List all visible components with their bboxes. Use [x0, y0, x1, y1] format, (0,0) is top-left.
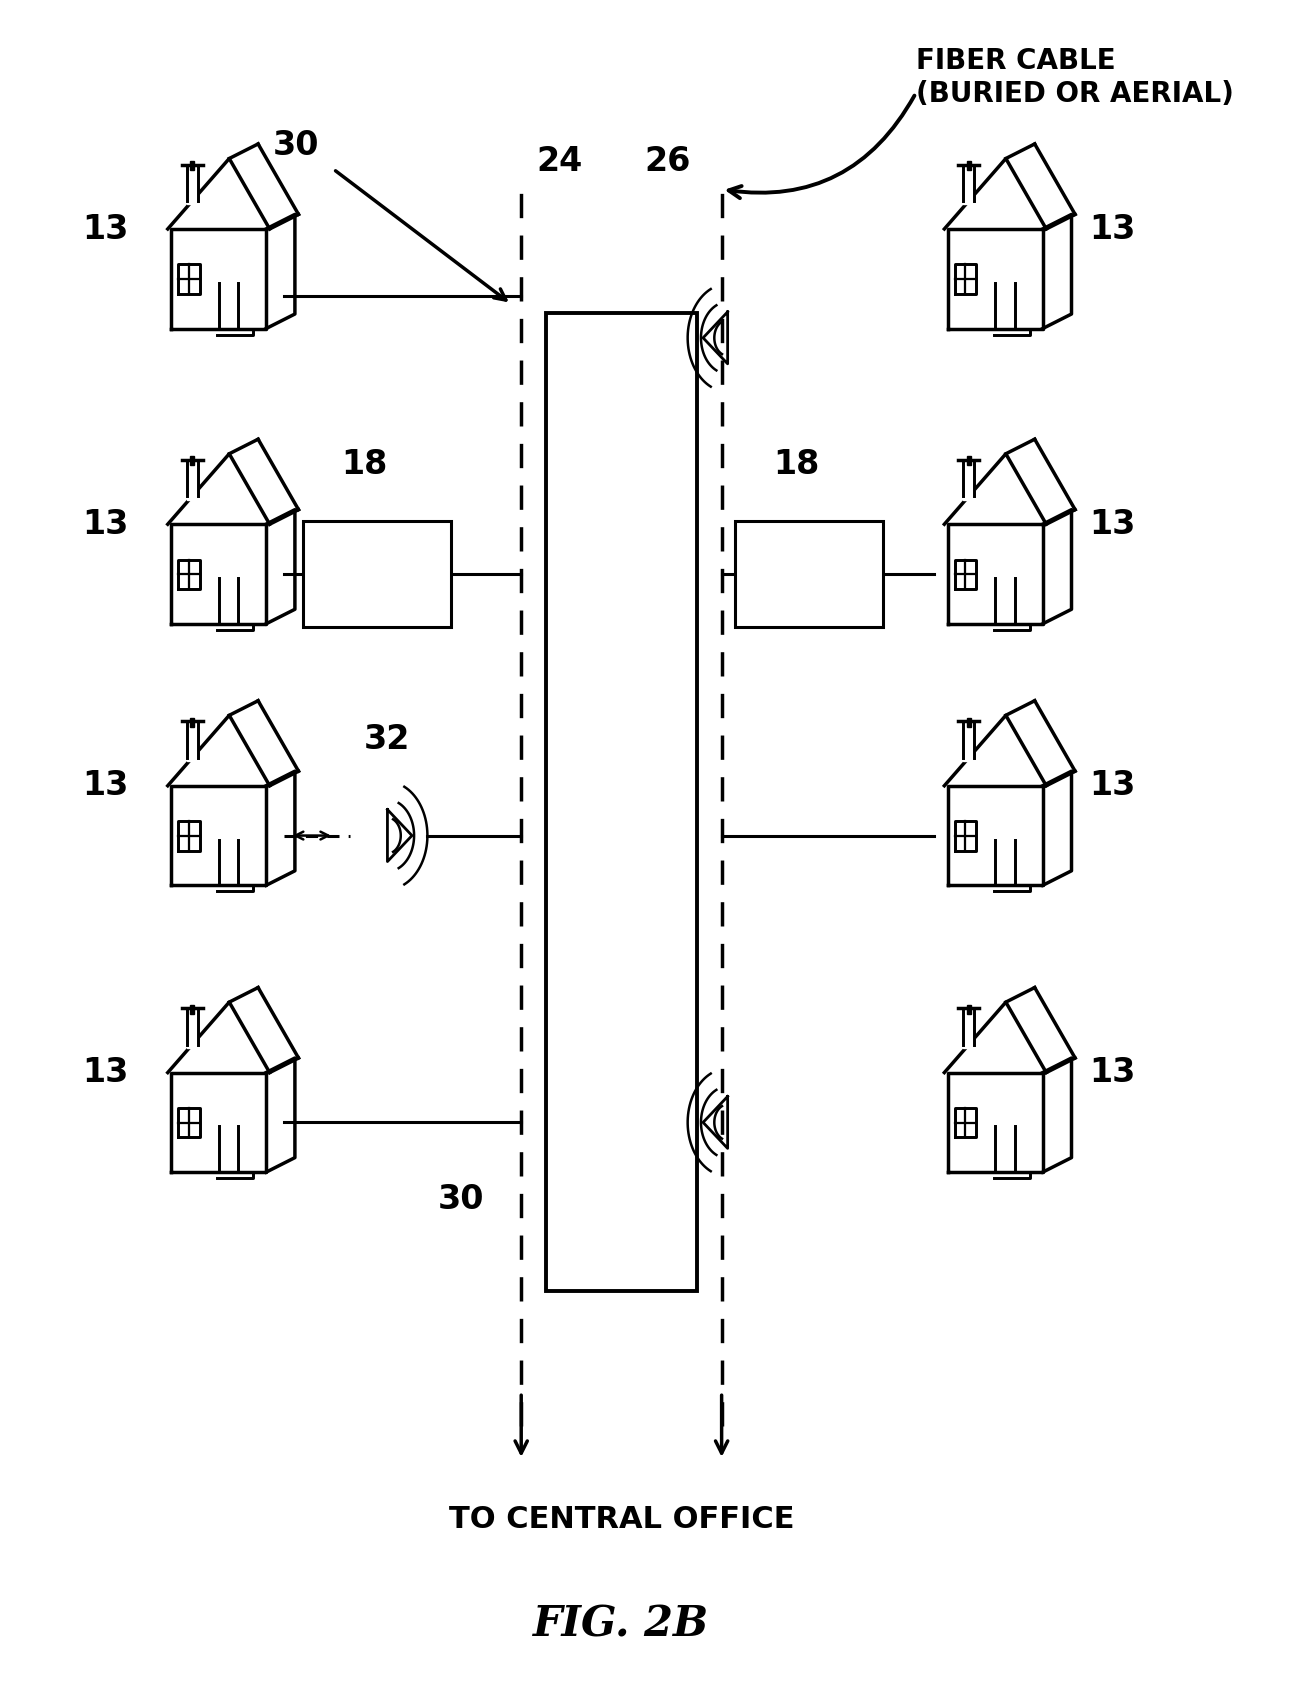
Polygon shape [967, 458, 971, 466]
Text: 26: 26 [644, 145, 691, 177]
Text: TO CENTRAL OFFICE: TO CENTRAL OFFICE [449, 1505, 794, 1534]
Text: 13: 13 [82, 1056, 129, 1089]
Polygon shape [190, 718, 194, 728]
Bar [735, 522, 883, 628]
Polygon shape [963, 461, 974, 500]
Text: 18: 18 [774, 448, 820, 480]
Polygon shape [967, 718, 971, 728]
Bar [735, 522, 883, 628]
Text: 13: 13 [82, 508, 129, 540]
Polygon shape [963, 166, 974, 206]
Polygon shape [963, 1008, 974, 1049]
Bar [303, 522, 451, 628]
Text: 13: 13 [1089, 768, 1136, 802]
Polygon shape [190, 458, 194, 466]
Bar [546, 314, 696, 1292]
Polygon shape [967, 162, 971, 171]
Text: 13: 13 [82, 768, 129, 802]
Text: 13: 13 [1089, 213, 1136, 245]
Polygon shape [187, 721, 198, 762]
Text: 24: 24 [536, 145, 583, 177]
Text: FIG. 2B: FIG. 2B [533, 1603, 709, 1645]
Text: 13: 13 [82, 213, 129, 245]
Text: 13: 13 [1089, 1056, 1136, 1089]
Text: 30: 30 [438, 1182, 484, 1214]
Polygon shape [963, 721, 974, 762]
Polygon shape [190, 1005, 194, 1013]
Polygon shape [190, 162, 194, 171]
Text: 32: 32 [364, 723, 410, 755]
Polygon shape [187, 166, 198, 206]
Polygon shape [187, 1008, 198, 1049]
Polygon shape [967, 1005, 971, 1013]
Text: 13: 13 [1089, 508, 1136, 540]
Text: FIBER CABLE
(BURIED OR AERIAL): FIBER CABLE (BURIED OR AERIAL) [916, 47, 1233, 108]
Polygon shape [187, 461, 198, 500]
Text: 30: 30 [272, 128, 319, 162]
Bar [303, 522, 451, 628]
Text: 18: 18 [341, 448, 388, 480]
